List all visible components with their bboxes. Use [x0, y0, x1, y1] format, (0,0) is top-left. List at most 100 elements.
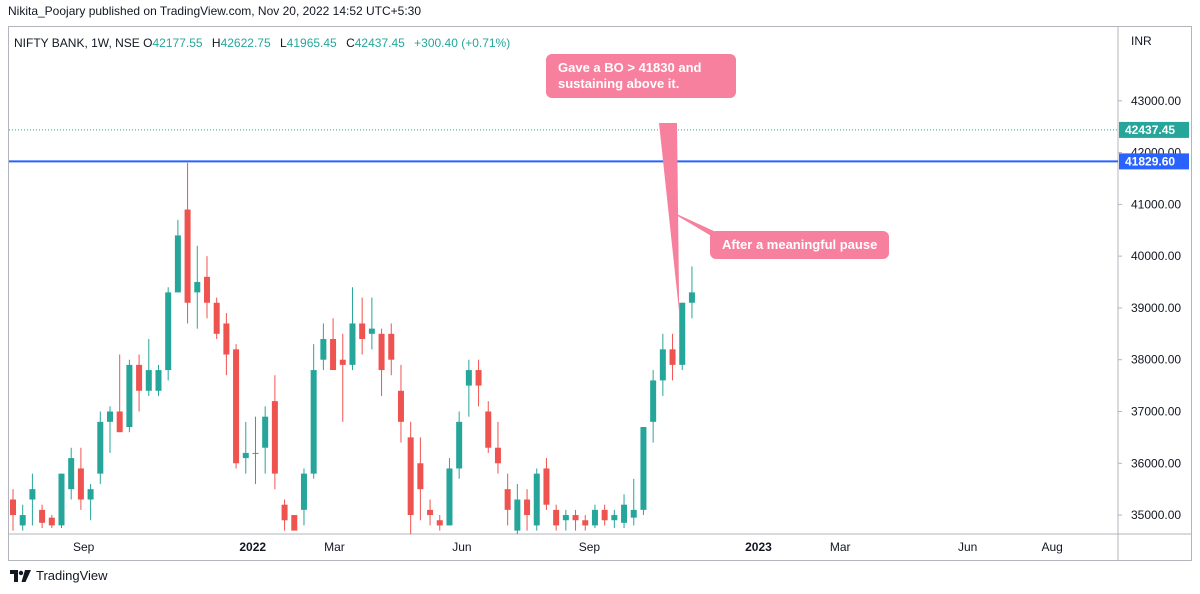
low-label: L	[279, 36, 287, 50]
candle-body	[640, 427, 647, 510]
candle-body	[591, 509, 598, 526]
candle-body	[48, 517, 55, 526]
candle-body	[155, 370, 162, 391]
tradingview-logo-icon	[10, 569, 31, 582]
time-tick-label: 2022	[239, 540, 266, 554]
candle-body	[213, 302, 220, 334]
candle-body	[339, 359, 346, 365]
change-value: +300.40 (+0.71%)	[414, 36, 511, 50]
candle-body	[475, 370, 482, 386]
candle-body	[630, 509, 637, 518]
candle-body	[145, 370, 152, 391]
time-tick-label: Aug	[1042, 540, 1063, 554]
open-value: 42177.55	[152, 36, 203, 50]
high-label: H	[211, 36, 221, 50]
candle-body	[262, 416, 269, 448]
candle-body	[359, 323, 366, 339]
level-price-tag-bg	[1119, 153, 1189, 170]
candle-body	[553, 509, 560, 526]
candle-body	[281, 504, 288, 521]
candle-body	[97, 421, 104, 474]
price-tick-label: 36000.00	[1131, 456, 1181, 470]
candle-body	[330, 338, 337, 371]
published-by-line: Nikita_Poojary published on TradingView.…	[8, 4, 422, 18]
candle-body	[446, 468, 453, 526]
time-tick-label: Mar	[830, 540, 851, 554]
level-price-tag: 41829.60	[1125, 154, 1175, 168]
candle-body	[378, 333, 385, 371]
breakout-callout[interactable]: Gave a BO > 41830 and sustaining above i…	[546, 54, 736, 98]
candle-body	[679, 302, 686, 365]
time-tick-label: Sep	[73, 540, 95, 554]
candle-body	[562, 515, 569, 521]
candle-body	[136, 364, 143, 391]
candle-body	[165, 292, 172, 371]
time-tick-label: Jun	[958, 540, 977, 554]
candle-body	[194, 282, 201, 293]
close-label: C	[346, 36, 355, 50]
pause-callout[interactable]: After a meaningful pause	[710, 231, 890, 259]
candle-body	[524, 499, 531, 516]
candle-body	[19, 515, 26, 526]
symbol-legend: NIFTY BANK, 1W, NSE O42177.55 H42622.75 …	[14, 36, 516, 50]
candle-body	[184, 209, 191, 303]
tradingview-brand: TradingView	[10, 568, 108, 583]
candle-body	[514, 499, 521, 531]
brand-label: TradingView	[36, 568, 108, 583]
candle-body	[87, 489, 94, 500]
candle-body	[68, 458, 75, 490]
candle-body	[582, 520, 589, 526]
candle-body	[203, 276, 210, 303]
candle-body	[252, 452, 259, 454]
price-tick-label: 35000.00	[1131, 508, 1181, 522]
candlestick-chart[interactable]: INR 35000.00 36000.00 37000.00 38000.00 39000…	[9, 27, 1192, 561]
candle-body	[58, 473, 65, 526]
pause-callout-pointer	[666, 209, 727, 237]
price-tick-label: 41000.00	[1131, 197, 1181, 211]
candle-body	[417, 463, 424, 490]
candle-body	[543, 468, 550, 505]
open-label: O	[143, 36, 153, 50]
time-tick-label: 2023	[745, 540, 772, 554]
candle-body	[465, 370, 472, 386]
candle-body	[320, 338, 327, 360]
candle-body	[659, 349, 666, 381]
candle-body	[106, 411, 113, 422]
candle-body	[572, 515, 579, 521]
candles-group	[9, 123, 1118, 534]
candle-body	[126, 364, 133, 428]
candle-body	[494, 447, 501, 464]
price-tick-label: 38000.00	[1131, 353, 1181, 367]
candle-body	[223, 323, 230, 355]
candle-body	[368, 328, 375, 334]
candle-body	[601, 509, 608, 521]
last-price-tag: 42437.45	[1125, 123, 1175, 137]
candle-body	[621, 504, 628, 523]
candle-body	[427, 509, 434, 516]
price-tick-label: 37000.00	[1131, 404, 1181, 418]
candle-body	[688, 292, 695, 303]
candle-body	[233, 349, 240, 464]
breakout-callout-pointer	[659, 123, 680, 313]
candle-body	[271, 401, 278, 474]
currency-label: INR	[1131, 34, 1152, 48]
time-tick-label: Jun	[452, 540, 471, 554]
candle-body	[242, 452, 249, 459]
candle-body	[310, 370, 317, 474]
last-price-tag-bg	[1119, 121, 1189, 138]
price-tick-label: 39000.00	[1131, 301, 1181, 315]
candle-body	[39, 509, 46, 523]
candle-body	[388, 333, 395, 360]
candle-body	[533, 473, 540, 526]
candle-body	[77, 468, 84, 500]
price-tick-label: 40000.00	[1131, 249, 1181, 263]
candle-body	[291, 515, 298, 531]
candle-body	[611, 515, 618, 521]
candle-body	[650, 380, 657, 422]
time-tick-label: Sep	[579, 540, 601, 554]
candle-body	[407, 437, 414, 516]
candle-body	[116, 411, 123, 433]
time-tick-label: Mar	[324, 540, 345, 554]
chart-frame[interactable]: INR 35000.00 36000.00 37000.00 38000.00 39000…	[8, 26, 1192, 561]
candle-body	[485, 411, 492, 448]
